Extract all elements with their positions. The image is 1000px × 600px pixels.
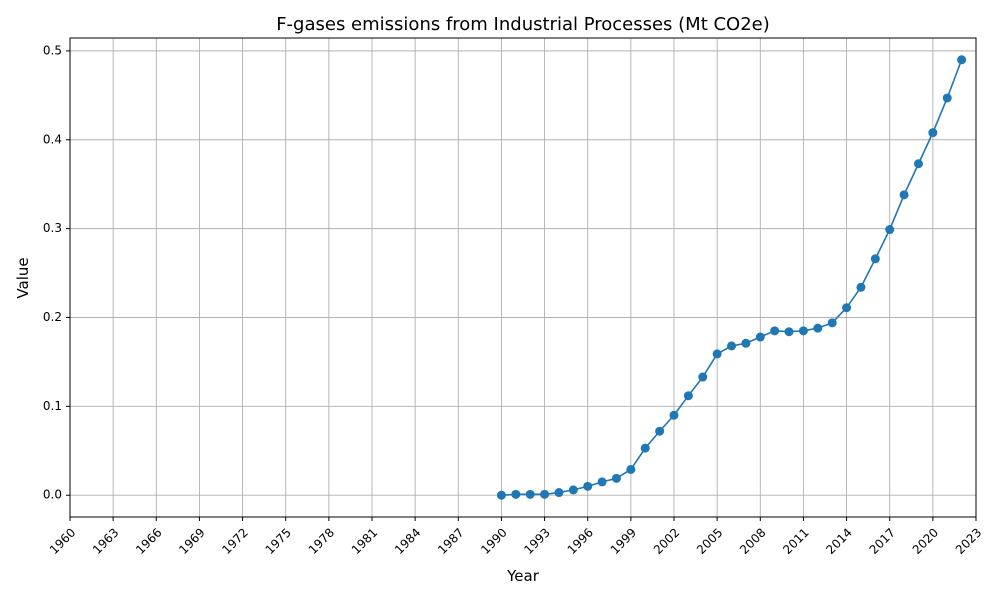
x-tick-label: 1975	[263, 525, 294, 556]
x-tick-label: 2023	[953, 525, 984, 556]
series-line	[501, 59, 963, 497]
x-tick-label: 2008	[737, 525, 768, 556]
data-point	[755, 332, 765, 342]
x-axis-ticks: 1960 1963 1966 1969 1972 1975 1978 1981 1984 1987…	[47, 517, 984, 557]
x-tick-label: 1969	[176, 525, 207, 556]
series-layer	[496, 55, 967, 500]
x-tick-label: 1978	[306, 525, 337, 556]
x-tick-label: 2005	[694, 525, 725, 556]
y-axis-ticks: 0.0 0.1 0.2 0.3 0.4 0.5	[43, 43, 70, 502]
x-tick-label: 1960	[47, 525, 78, 556]
x-tick-label: 1963	[90, 525, 121, 556]
data-point	[856, 282, 866, 292]
data-point	[784, 327, 794, 337]
data-point	[568, 485, 578, 495]
data-point	[770, 326, 780, 336]
data-point	[626, 464, 636, 474]
data-point	[727, 341, 737, 351]
x-tick-label: 1996	[565, 525, 596, 556]
data-point	[525, 489, 535, 499]
y-axis-title: Value	[14, 257, 32, 298]
x-tick-label: 2020	[910, 525, 941, 556]
x-tick-label: 2017	[867, 525, 898, 556]
data-point	[741, 338, 751, 348]
y-tick-label: 0.2	[43, 310, 62, 324]
data-point	[597, 477, 607, 487]
x-tick-label: 1984	[392, 525, 423, 556]
data-point	[655, 426, 665, 436]
y-tick-label: 0.0	[43, 488, 62, 502]
y-tick-label: 0.5	[43, 43, 62, 57]
grid-layer	[69, 38, 977, 517]
data-point	[496, 490, 506, 500]
x-axis-title: Year	[506, 567, 540, 585]
x-tick-label: 2002	[651, 525, 682, 556]
data-point	[827, 318, 837, 328]
data-point	[540, 489, 550, 499]
data-point	[913, 159, 923, 169]
data-point	[870, 254, 880, 264]
x-tick-label: 1990	[478, 525, 509, 556]
y-tick-label: 0.3	[43, 221, 62, 235]
plot-frame	[69, 37, 977, 518]
data-point	[583, 481, 593, 491]
data-point	[683, 391, 693, 401]
data-point	[798, 326, 808, 336]
y-tick-label: 0.1	[43, 399, 62, 413]
data-point	[842, 303, 852, 313]
data-point	[813, 323, 823, 333]
x-tick-label: 2014	[823, 525, 854, 556]
data-point	[611, 473, 621, 483]
y-tick-label: 0.4	[43, 132, 62, 146]
data-point	[511, 489, 521, 499]
data-point	[928, 128, 938, 138]
data-point	[885, 225, 895, 235]
chart-title: F-gases emissions from Industrial Proces…	[276, 14, 770, 35]
x-tick-label: 1972	[219, 525, 250, 556]
x-tick-label: 1966	[133, 525, 164, 556]
x-tick-label: 2011	[780, 525, 811, 556]
data-point	[669, 410, 679, 420]
x-tick-label: 1999	[608, 525, 639, 556]
data-point	[957, 55, 967, 65]
data-point	[899, 190, 909, 200]
data-point	[640, 443, 650, 453]
data-point	[698, 372, 708, 382]
x-tick-label: 1987	[435, 525, 466, 556]
x-tick-label: 1981	[349, 525, 380, 556]
data-point	[942, 93, 952, 103]
data-point	[712, 349, 722, 359]
data-point	[554, 488, 564, 498]
x-tick-label: 1993	[521, 525, 552, 556]
